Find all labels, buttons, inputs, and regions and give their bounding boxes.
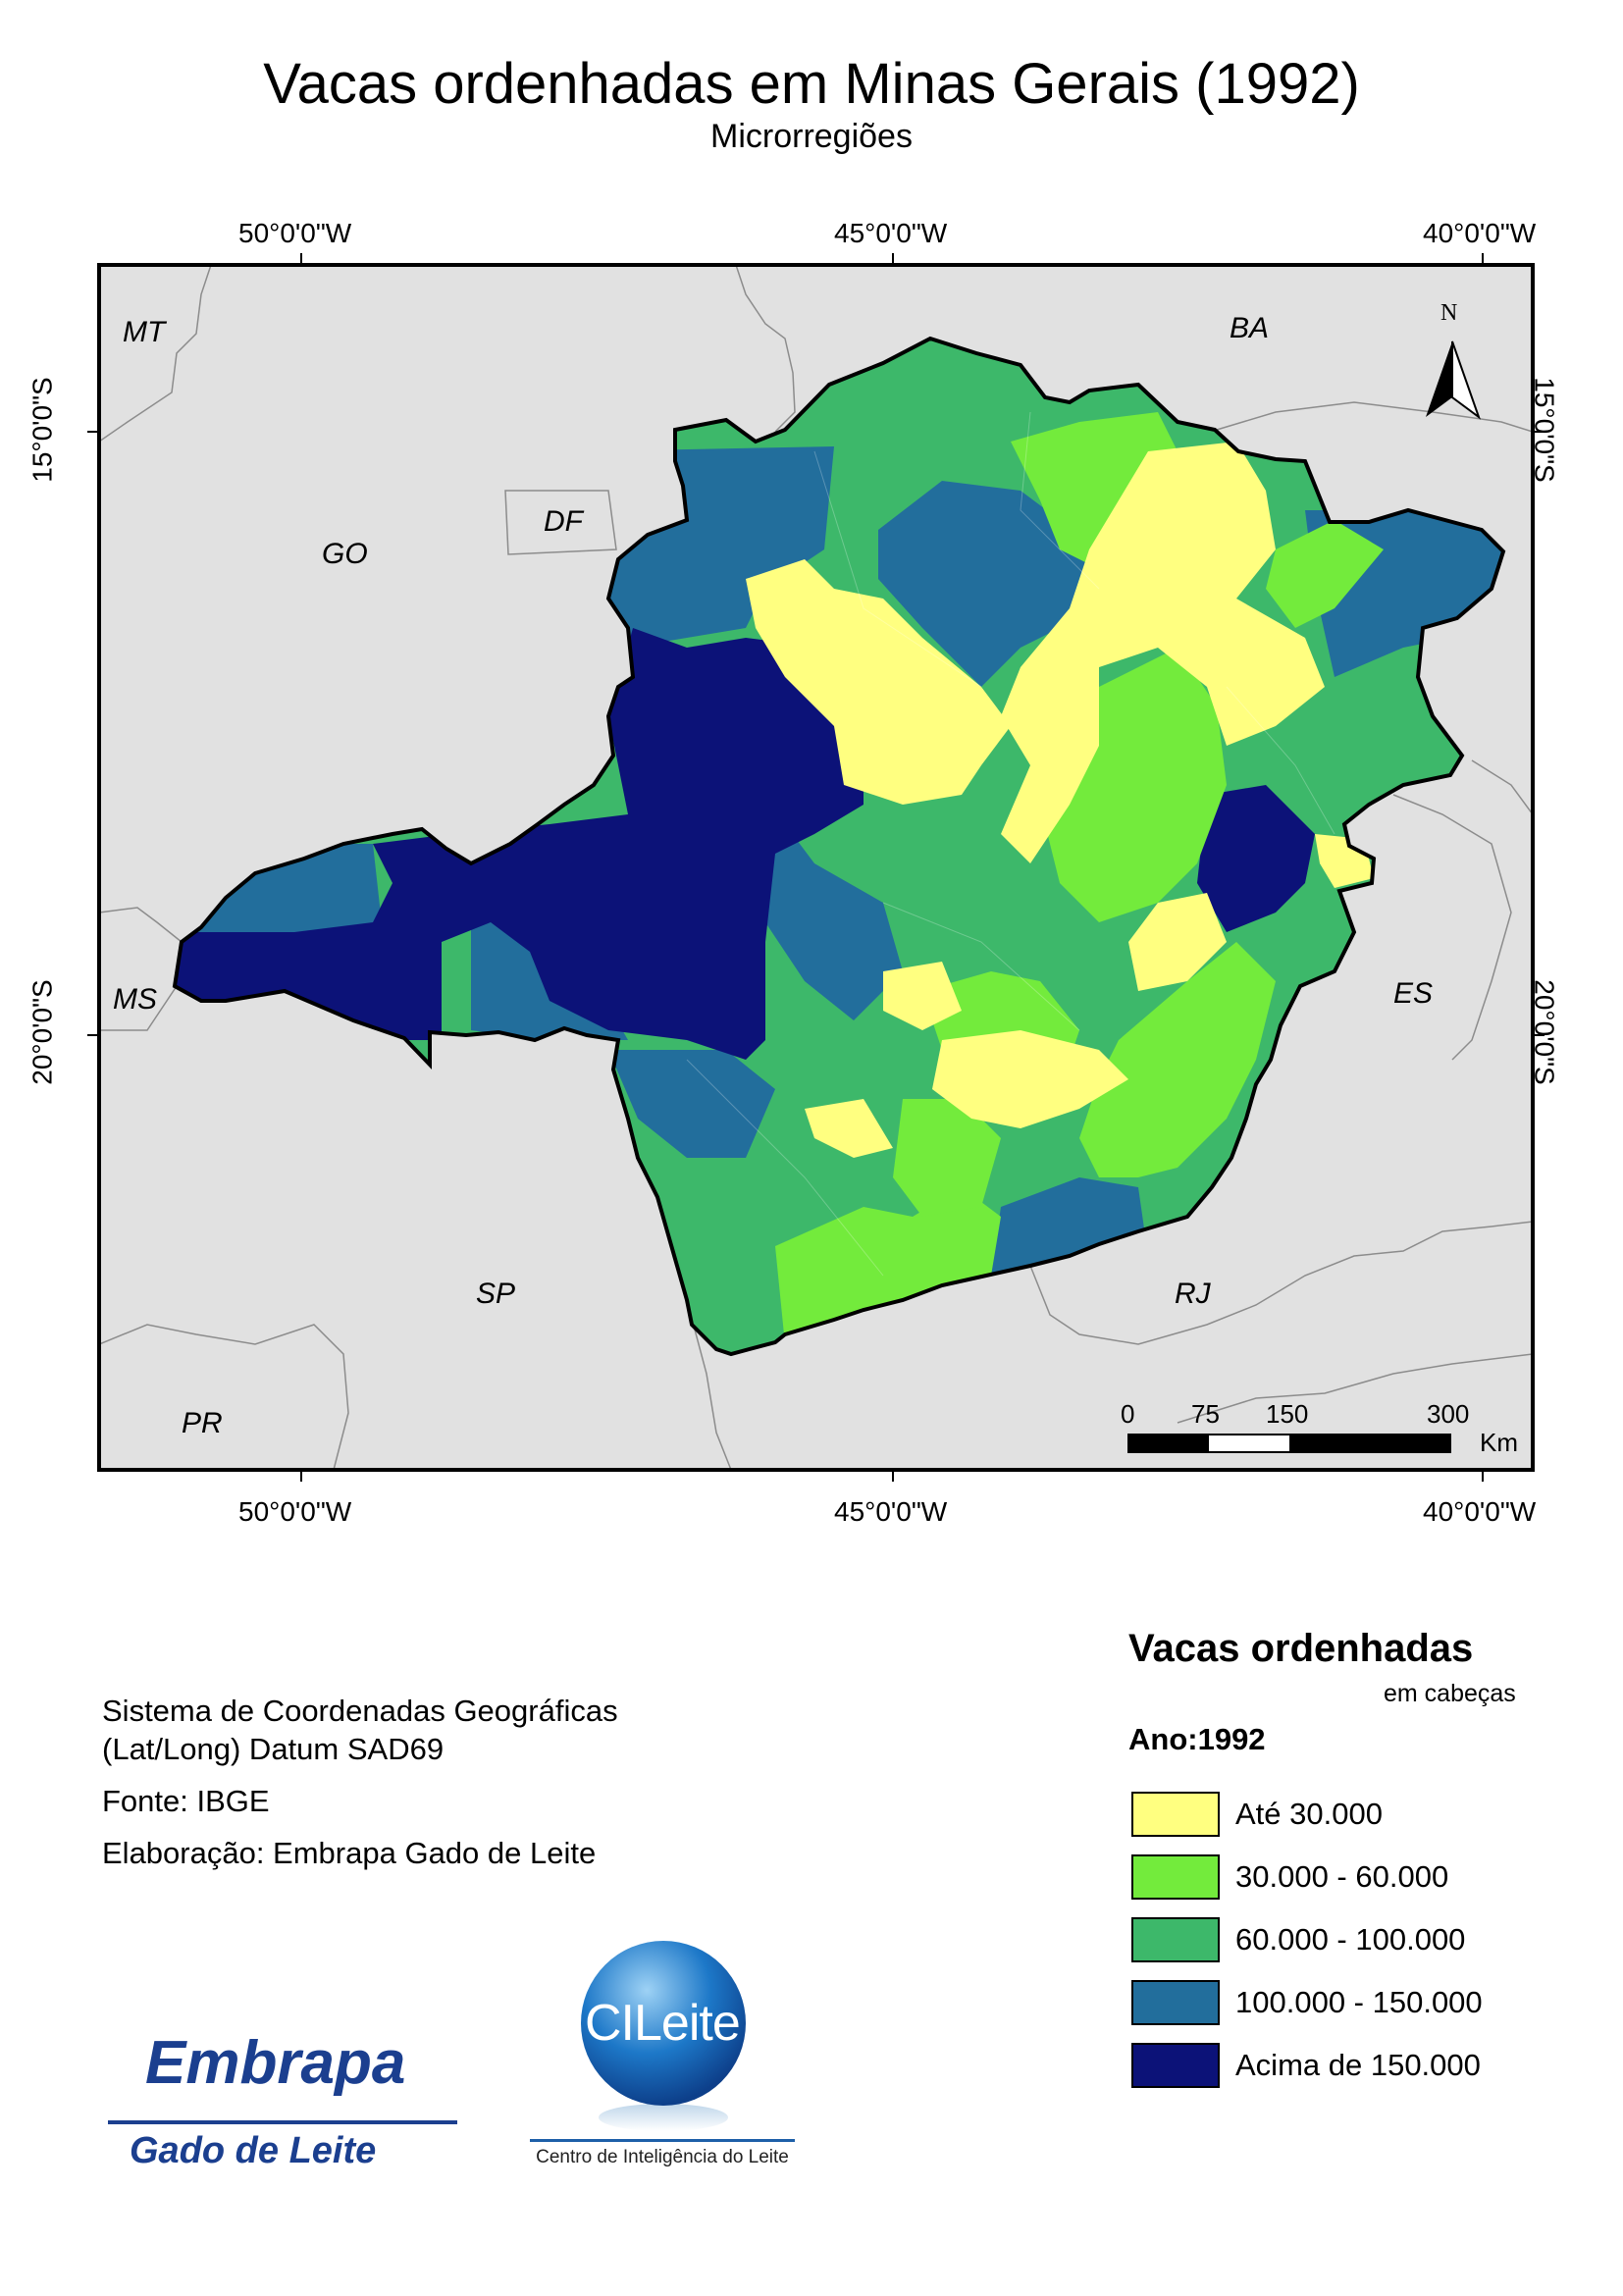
state-label-pr: PR: [182, 1407, 223, 1439]
state-label-sp: SP: [476, 1278, 516, 1310]
legend-swatch: [1131, 1980, 1220, 2025]
legend-item: 100.000 - 150.000: [1131, 1980, 1483, 2025]
legend-item: Até 30.000: [1131, 1792, 1383, 1837]
legend-label: 30.000 - 60.000: [1235, 1859, 1449, 1894]
state-label-df: DF: [544, 505, 583, 538]
scale-tick-150: 150: [1266, 1399, 1309, 1429]
author-text: Elaboração: Embrapa Gado de Leite: [102, 1836, 597, 1870]
map-title: Vacas ordenhadas em Minas Gerais (1992): [263, 52, 1360, 116]
state-label-rj: RJ: [1175, 1278, 1211, 1310]
legend-swatch: [1131, 1917, 1220, 1962]
state-label-mt: MT: [123, 316, 166, 348]
legend-label: 100.000 - 150.000: [1235, 1985, 1483, 2019]
lon-label-top-40: 40°0'0"W: [1423, 218, 1537, 248]
lon-label-top-50: 50°0'0"W: [238, 218, 352, 248]
state-label-es: ES: [1393, 977, 1434, 1010]
cileite-globe-icon: [581, 1941, 746, 2131]
legend-item: 30.000 - 60.000: [1131, 1854, 1448, 1900]
cileite-caption: Centro de Inteligência do Leite: [536, 2147, 789, 2167]
lon-label-top-45: 45°0'0"W: [834, 218, 948, 248]
legend-unit: em cabeças: [1384, 1680, 1516, 1707]
north-arrow-label: N: [1440, 300, 1458, 326]
north-arrow-icon: [1426, 340, 1482, 420]
map-info: Sistema de Coordenadas Geográficas (Lat/…: [102, 1692, 618, 1872]
scale-unit: Km: [1480, 1428, 1518, 1457]
legend-title: Vacas ordenhadas: [1128, 1627, 1474, 1670]
choropleth-map: [87, 253, 1544, 1482]
source-text: Fonte: IBGE: [102, 1784, 270, 1818]
cileite-wordmark: CILeite: [585, 1995, 741, 2052]
legend-swatch: [1131, 1792, 1220, 1837]
state-label-go: GO: [322, 538, 368, 570]
crs-line-1: Sistema de Coordenadas Geográficas: [102, 1694, 618, 1728]
scale-tick-300: 300: [1427, 1399, 1470, 1429]
lon-label-bottom-45: 45°0'0"W: [834, 1496, 948, 1527]
legend-label: Acima de 150.000: [1235, 2048, 1481, 2082]
scale-bar: [1127, 1434, 1451, 1453]
embrapa-logo: Embrapa Gado de Leite: [108, 2016, 457, 2189]
legend-item: Acima de 150.000: [1131, 2043, 1481, 2088]
map-subtitle: Microrregiões: [710, 118, 913, 155]
lon-label-bottom-40: 40°0'0"W: [1423, 1496, 1537, 1527]
scale-tick-75: 75: [1191, 1399, 1220, 1429]
legend-item: 60.000 - 100.000: [1131, 1917, 1465, 1962]
state-label-ms: MS: [113, 983, 157, 1016]
lon-label-bottom-50: 50°0'0"W: [238, 1496, 352, 1527]
legend-label: 60.000 - 100.000: [1235, 1922, 1466, 1957]
embrapa-wordmark: Embrapa: [145, 2029, 406, 2097]
cileite-rule: [530, 2139, 795, 2142]
crs-line-2: (Lat/Long) Datum SAD69: [102, 1732, 445, 1766]
scale-tick-0: 0: [1121, 1399, 1135, 1429]
embrapa-unit: Gado de Leite: [130, 2130, 377, 2171]
legend-swatch: [1131, 2043, 1220, 2088]
cileite-logo: CILeite Centro de Inteligência do Leite: [530, 1941, 805, 2176]
state-label-ba: BA: [1230, 312, 1270, 344]
legend-year: Ano:1992: [1128, 1722, 1266, 1756]
legend-label: Até 30.000: [1235, 1797, 1383, 1831]
legend-swatch: [1131, 1854, 1220, 1900]
embrapa-rule: [108, 2120, 457, 2124]
